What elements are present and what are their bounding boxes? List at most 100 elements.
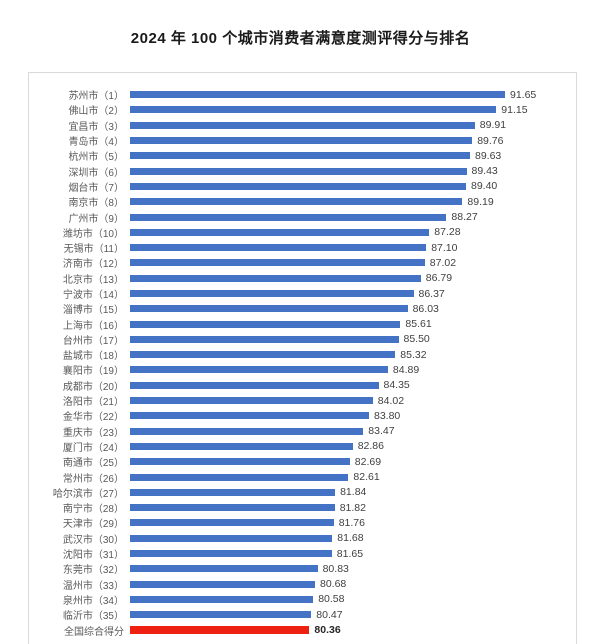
chart-row: 常州市（26） 82.61: [29, 469, 576, 485]
chart-row: 广州市（9） 88.27: [29, 209, 576, 225]
chart-row: 哈尔滨市（27） 81.84: [29, 485, 576, 500]
bar: [130, 595, 314, 603]
category-label: 上海市（16）: [62, 320, 124, 332]
value-label: 84.89: [392, 363, 420, 376]
value-label: 82.61: [353, 471, 380, 484]
chart-row: 北京市（13） 86.79: [29, 271, 576, 286]
chart-row: 厦门市（24） 82.86: [29, 439, 576, 454]
category-label: 青岛市（4）: [68, 137, 124, 149]
bar: [130, 228, 430, 236]
bar: [130, 381, 379, 389]
bar: [130, 442, 353, 450]
category-label: 无锡市（11）: [63, 244, 124, 256]
chart-row: 成都市（20） 84.35: [29, 378, 576, 393]
category-label: 襄阳市（19）: [62, 366, 124, 378]
value-label: 87.02: [429, 256, 457, 269]
category-label: 全国综合得分: [64, 626, 124, 638]
bar: [130, 152, 470, 160]
bar: [130, 397, 373, 405]
bar: [130, 458, 350, 466]
chart-row: 武汉市（30） 81.68: [29, 531, 576, 546]
bar: [130, 565, 318, 573]
category-label: 深圳市（6）: [68, 167, 124, 179]
category-label: 淄博市（15）: [62, 305, 124, 317]
category-label: 杭州市（5）: [68, 152, 124, 164]
chart-row: 南通市（25） 82.69: [29, 454, 576, 470]
chart-row: 洛阳市（21） 84.02: [29, 393, 576, 409]
category-label: 厦门市（24）: [62, 442, 124, 454]
bar: [130, 611, 312, 619]
value-label: 81.84: [340, 486, 367, 499]
chart-row: 上海市（16） 85.61: [29, 316, 576, 332]
bar: [130, 213, 447, 221]
value-label: 91.15: [501, 103, 528, 116]
bar: [130, 335, 399, 343]
category-label: 台州市（17）: [62, 335, 124, 347]
chart-row: 沈阳市（31） 81.65: [29, 546, 576, 562]
value-label: 89.40: [471, 180, 498, 193]
category-label: 沈阳市（31）: [62, 550, 124, 562]
plot-area: 苏州市（1） 91.65 佛山市（2） 91.15 宜昌市（3） 89.91 青岛市（4） 8…: [28, 72, 577, 644]
value-label: 85.50: [403, 333, 430, 346]
bar: [130, 91, 505, 99]
category-label: 洛阳市（21）: [62, 397, 124, 409]
bar: [130, 351, 396, 359]
value-label: 81.82: [339, 501, 366, 514]
chart-row: 济南市（12） 87.02: [29, 255, 576, 271]
bar: [130, 198, 463, 206]
category-label: 宁波市（14）: [62, 290, 124, 301]
category-label: 济南市（12）: [62, 259, 124, 271]
category-label: 金华市（22）: [62, 412, 124, 424]
bar: [130, 488, 336, 496]
chart-row: 泉州市（34） 80.58: [29, 592, 576, 607]
value-label: 86.37: [418, 287, 445, 300]
value-label: 86.03: [412, 302, 439, 315]
chart-row: 盐城市（18） 85.32: [29, 347, 576, 363]
chart-row: 青岛市（4） 89.76: [29, 133, 576, 149]
bar: [130, 504, 335, 512]
bar: [130, 519, 334, 527]
value-label: 80.68: [320, 578, 347, 591]
chart-row: 宜昌市（3） 89.91: [29, 118, 576, 133]
chart-row: 南京市（8） 89.19: [29, 194, 576, 210]
bar: [130, 580, 315, 588]
category-label: 烟台市（7）: [68, 182, 124, 194]
chart-row: 重庆市（23） 83.47: [29, 424, 576, 439]
chart-row: 温州市（33） 80.68: [29, 577, 576, 592]
value-label: 89.76: [477, 134, 504, 147]
category-label: 潍坊市（10）: [62, 228, 124, 240]
category-label: 广州市（9）: [68, 213, 124, 225]
chart-row: 深圳市（6） 89.43: [29, 163, 576, 179]
chart-row: 杭州市（5） 89.63: [29, 148, 576, 164]
value-label: 89.19: [467, 195, 494, 208]
bar: [130, 427, 364, 435]
chart-row: 台州市（17） 85.50: [29, 332, 576, 347]
bar: [130, 366, 388, 374]
value-label: 87.28: [434, 226, 461, 239]
chart-row: 烟台市（7） 89.40: [29, 179, 576, 194]
value-label: 85.32: [400, 348, 427, 361]
chart-row: 临沂市（35） 80.47: [29, 607, 576, 623]
value-label: 86.79: [425, 272, 453, 285]
chart-row: 宁波市（14） 86.37: [29, 286, 576, 302]
category-label: 天津市（29）: [62, 519, 124, 531]
bar: [130, 534, 333, 542]
value-label: 80.83: [322, 562, 349, 575]
bar: [130, 473, 349, 481]
category-label: 泉州市（34）: [62, 595, 124, 607]
bar: [130, 274, 421, 282]
value-label: 80.47: [316, 608, 343, 621]
bar: [130, 121, 475, 129]
chart-row: 金华市（22） 83.80: [29, 408, 576, 424]
category-label: 南京市（8）: [68, 198, 124, 210]
bar: [130, 259, 425, 267]
value-label: 89.91: [479, 119, 507, 132]
category-label: 东莞市（32）: [62, 565, 124, 577]
bar: [130, 305, 408, 313]
category-label: 南宁市（28）: [62, 504, 124, 516]
value-label: 81.65: [336, 547, 364, 560]
chart-row: 潍坊市（10） 87.28: [29, 225, 576, 240]
category-label: 成都市（20）: [62, 381, 124, 393]
bar: [130, 550, 332, 558]
value-label: 82.69: [354, 455, 382, 468]
